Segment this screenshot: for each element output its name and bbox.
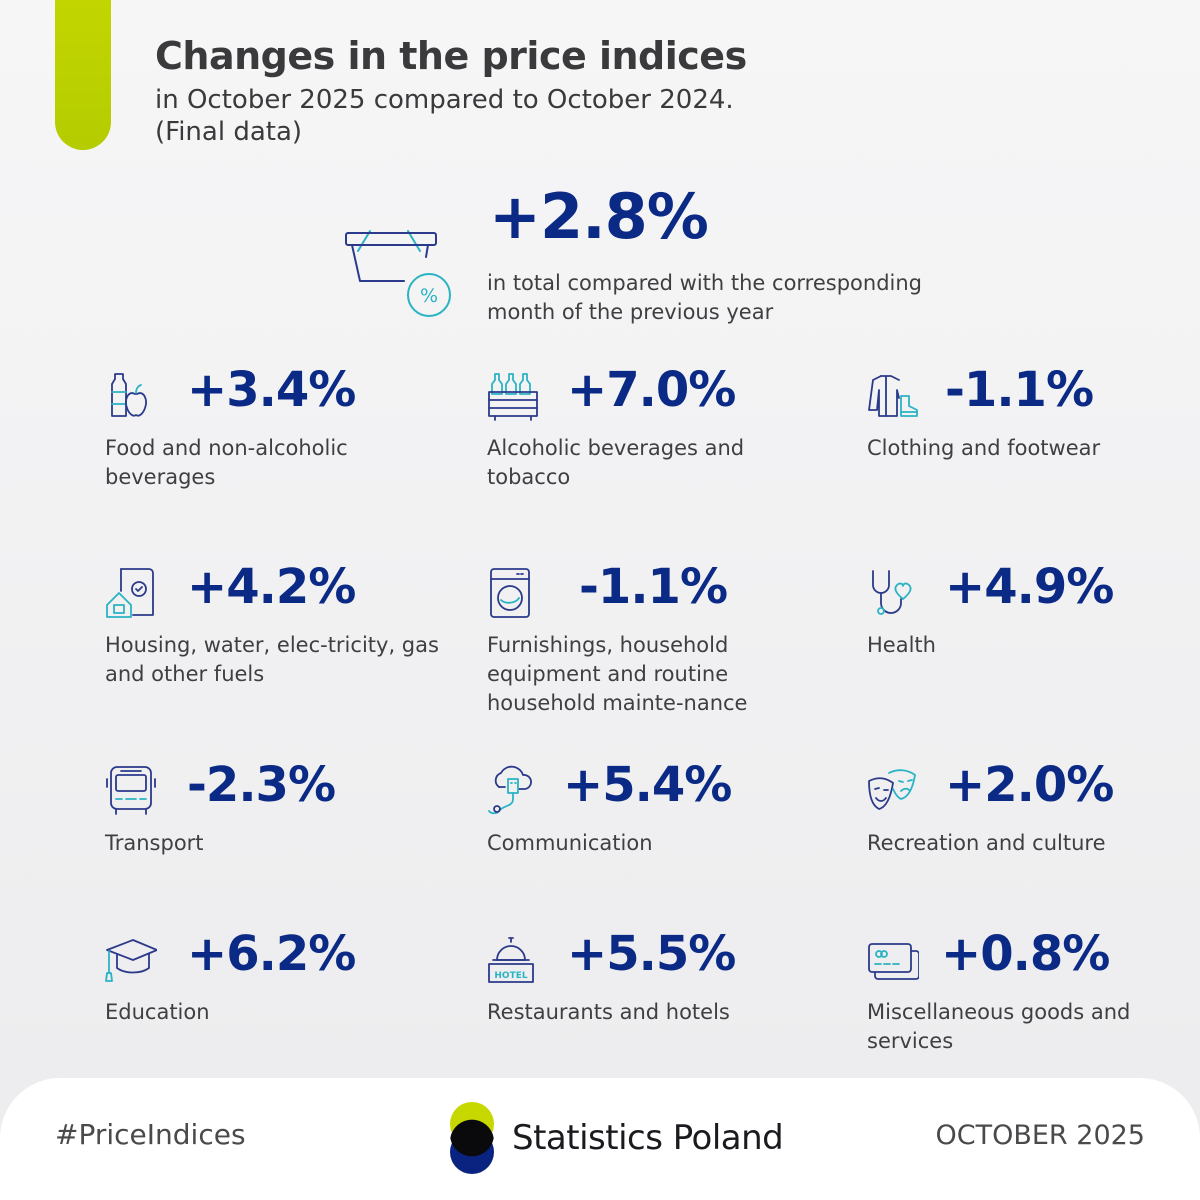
category-label: Miscellaneous goods and services bbox=[867, 1000, 1131, 1053]
stethoscope-icon bbox=[867, 567, 919, 619]
category-label: Clothing and footwear bbox=[867, 436, 1101, 460]
category-value: +4.9% bbox=[945, 559, 1114, 615]
category-label: Housing, water, elec-tricity, gas and ot… bbox=[105, 633, 439, 686]
page-subtitle: in October 2025 compared to October 2024… bbox=[155, 84, 855, 148]
category-value: -2.3% bbox=[187, 757, 336, 813]
svg-text:HOTEL: HOTEL bbox=[494, 971, 527, 981]
hashtag: #PriceIndices bbox=[55, 1118, 246, 1151]
statistics-poland-logo-icon bbox=[448, 1102, 504, 1176]
bottle-crate-icon bbox=[487, 370, 539, 422]
category-label: Recreation and culture bbox=[867, 831, 1106, 855]
category-value: +5.5% bbox=[567, 926, 736, 982]
category-label: Education bbox=[105, 1000, 210, 1024]
report-date: OCTOBER 2025 bbox=[935, 1120, 1146, 1151]
category-value: +0.8% bbox=[941, 926, 1110, 982]
category-value: +3.4% bbox=[187, 362, 356, 418]
footer bbox=[0, 1078, 1200, 1200]
washing-machine-icon bbox=[487, 567, 539, 619]
subtitle-line-1: in October 2025 compared to October 2024… bbox=[155, 85, 734, 115]
category-value: +4.2% bbox=[187, 559, 356, 615]
category-label: Communication bbox=[487, 831, 653, 855]
category-value: +2.0% bbox=[945, 757, 1114, 813]
category-value: -1.1% bbox=[579, 559, 728, 615]
cloud-usb-icon bbox=[487, 765, 539, 817]
category-label: Furnishings, household equipment and rou… bbox=[487, 633, 748, 715]
category-value: +5.4% bbox=[563, 757, 732, 813]
theatre-masks-icon bbox=[867, 765, 919, 817]
category-label: Restaurants and hotels bbox=[487, 1000, 730, 1024]
logo-text: Statistics Poland bbox=[512, 1118, 784, 1158]
category-value: -1.1% bbox=[945, 362, 1094, 418]
accent-bar bbox=[55, 0, 111, 150]
category-label: Health bbox=[867, 633, 936, 657]
page-title: Changes in the price indices bbox=[155, 34, 747, 78]
credit-cards-icon bbox=[867, 934, 920, 986]
category-value: +6.2% bbox=[187, 926, 356, 982]
graduation-cap-icon bbox=[105, 934, 158, 986]
hotel-bell-icon: HOTEL bbox=[487, 934, 539, 986]
bottle-apple-icon bbox=[105, 370, 157, 422]
subtitle-line-2: (Final data) bbox=[155, 117, 303, 147]
category-label: Transport bbox=[105, 831, 204, 855]
category-value: +7.0% bbox=[567, 362, 736, 418]
category-label: Food and non-alcoholic beverages bbox=[105, 436, 348, 489]
svg-text:%: % bbox=[420, 285, 438, 307]
total-change-value: +2.8% bbox=[489, 180, 709, 253]
shopping-basket-percent-icon: % bbox=[340, 203, 458, 321]
total-change-description: in total compared with the corresponding… bbox=[487, 271, 923, 324]
house-bill-icon bbox=[105, 567, 157, 619]
jacket-boot-icon bbox=[867, 370, 919, 422]
bus-icon bbox=[105, 765, 157, 817]
category-label: Alcoholic beverages and tobacco bbox=[487, 436, 745, 489]
